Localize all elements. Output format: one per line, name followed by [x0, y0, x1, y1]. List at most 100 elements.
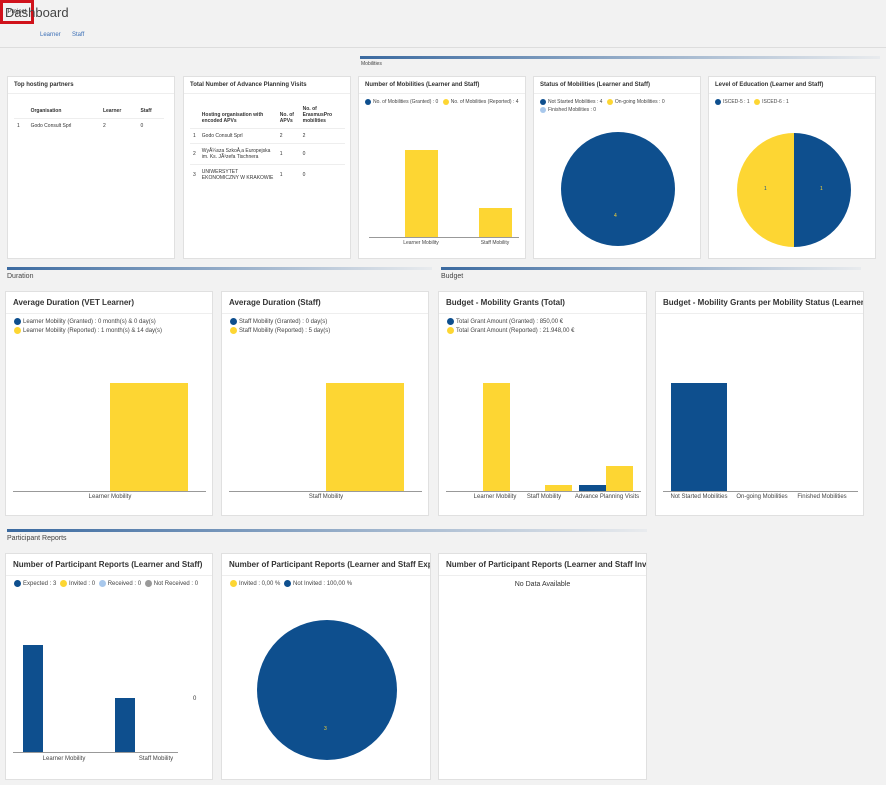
bar-learner-reported[interactable] [483, 383, 510, 491]
table-cell: 1 [14, 118, 28, 133]
table-cell: 3 [190, 164, 199, 185]
legend-entry: Received : 0 [107, 581, 142, 588]
legend-entry: Not Invited : 100,00 % [293, 581, 353, 588]
bar-staff-reported[interactable] [326, 383, 404, 491]
table-row: 2 WyÅ¼sza SzkoÅ‚a Europejska im. Ks. JÃ³… [190, 143, 345, 165]
page-title: Dashboard [5, 5, 69, 20]
pie-slice-label: 4 [614, 213, 617, 219]
apv-table: Hosting organisation with encoded APVs N… [190, 102, 345, 185]
legend-entry: ISCED-6 : 1 [762, 99, 789, 105]
pie-slice-label: 3 [324, 726, 327, 732]
x-axis [13, 752, 178, 753]
number-of-mobilities-card: Number of Mobilities (Learner and Staff)… [358, 76, 526, 259]
x-axis [663, 491, 858, 492]
legend-dot-yellow [442, 98, 449, 105]
avg-duration-staff-card: Average Duration (Staff) Staff Mobility … [221, 291, 429, 516]
legend-entry: Staff Mobility (Granted) : 0 day(s) [239, 319, 328, 326]
table-cell: 2 [299, 128, 345, 144]
x-tick-label: Staff Mobility [138, 756, 174, 762]
duration-section-title: Duration [7, 273, 34, 280]
participant-reports-section-bar [7, 529, 647, 532]
x-axis [13, 491, 206, 492]
card-title: Number of Mobilities (Learner and Staff) [359, 77, 525, 94]
bar-apv-granted[interactable] [579, 485, 606, 491]
table-cell: 2 [190, 143, 199, 165]
participant-reports-invited-card: Number of Participant Reports (Learner a… [438, 553, 647, 780]
table-cell: 2 [99, 118, 138, 133]
legend-entry: ISCED-5 : 1 [723, 99, 750, 105]
pie-slice-label: 1 [764, 186, 767, 192]
table-cell: Godo Consult Sprl [27, 118, 100, 133]
col-header: Staff [140, 108, 152, 114]
tab-staff[interactable]: Staff [72, 32, 85, 38]
table-cell: UNIWERSYTET EKONOMICZNY W KRAKOWIE [198, 164, 277, 185]
bar-not-started[interactable] [671, 383, 727, 491]
chart-legend: Learner Mobility (Granted) : 0 month(s) … [14, 318, 162, 336]
x-tick-label: Learner Mobility [42, 756, 86, 762]
table-cell: 0 [299, 164, 345, 185]
table-cell: WyÅ¼sza SzkoÅ‚a Europejska im. Ks. JÃ³ze… [198, 143, 277, 165]
legend-dot-blue [365, 98, 371, 105]
top-hosting-partners-card: Top hosting partners Organisation Learne… [7, 76, 175, 259]
legend-entry: No. of Mobilities (Reported) : 4 [450, 99, 519, 105]
tab-project[interactable]: Project [0, 0, 34, 24]
legend-dot-blue [14, 580, 21, 587]
budget-section-bar [441, 267, 861, 270]
legend-entry: Learner Mobility (Reported) : 1 month(s)… [23, 328, 163, 335]
pie-slice-not-invited[interactable] [257, 620, 397, 760]
tab-learner[interactable]: Learner [40, 32, 61, 38]
x-axis [446, 491, 641, 492]
legend-dot-yellow [230, 327, 237, 335]
legend-dot-blue [230, 318, 237, 325]
card-title: Number of Participant Reports (Learner a… [6, 554, 212, 576]
card-title: Number of Participant Reports (Learner a… [439, 554, 646, 576]
col-header: Organisation [30, 108, 62, 114]
pie-slice-isced6[interactable] [737, 133, 794, 247]
duration-section-bar [7, 267, 432, 270]
bar-apv-reported[interactable] [606, 466, 633, 491]
legend-dot-light-blue [98, 580, 106, 587]
pie-slice-label: 1 [820, 186, 823, 192]
card-title: Average Duration (VET Learner) [6, 292, 212, 314]
bar-staff-expected[interactable] [115, 698, 135, 752]
bar-learner-reported[interactable] [110, 383, 188, 491]
budget-total-card: Budget - Mobility Grants (Total) Total G… [438, 291, 647, 516]
legend-dot-grey [144, 580, 152, 587]
bar-staff-reported[interactable] [545, 485, 572, 491]
card-title: Total Number of Advance Planning Visits [184, 77, 350, 94]
status-of-mobilities-card: Status of Mobilities (Learner and Staff)… [533, 76, 701, 259]
legend-entry: Expected : 3 [23, 581, 57, 588]
tab-divider [0, 47, 886, 48]
top-hosting-table: Organisation Learner Staff 1 Godo Consul… [14, 104, 164, 133]
pie-slice-not-started[interactable] [561, 132, 675, 246]
table-cell: 2 [276, 128, 300, 144]
pie-slice-isced5[interactable] [794, 133, 851, 247]
mobilities-section-title: Mobilities [361, 61, 382, 67]
chart-legend: Not Started Mobilities : 4 On-going Mobi… [540, 98, 695, 114]
legend-dot-blue [715, 98, 721, 105]
no-data-message: No Data Available [514, 581, 571, 588]
col-header [190, 102, 199, 129]
col-header [14, 104, 28, 119]
education-pie-chart [737, 133, 851, 247]
bar-learner-expected[interactable] [23, 645, 43, 752]
table-cell: 0 [299, 143, 345, 165]
legend-dot-light-blue [540, 106, 546, 113]
budget-per-status-card: Budget - Mobility Grants per Mobility St… [655, 291, 864, 516]
legend-entry: On-going Mobilities : 0 [614, 99, 665, 105]
x-tick-label: Finished Mobilities [797, 494, 847, 500]
chart-legend: Total Grant Amount (Granted) : 850,00 € … [447, 318, 574, 336]
table-row: 1 Godo Consult Sprl 2 0 [14, 118, 164, 133]
chart-legend: Invited : 0,00 % Not Invited : 100,00 % [230, 580, 352, 589]
bar-learner-reported[interactable] [405, 150, 438, 237]
x-axis [369, 237, 519, 238]
table-row: 1 Godo Consult Sprl 2 2 [190, 128, 345, 144]
legend-dot-blue [284, 580, 292, 587]
col-header: Learner [102, 108, 122, 114]
x-tick-label: Advance Planning Visits [574, 494, 640, 500]
legend-dot-yellow [606, 98, 613, 105]
legend-entry: Invited : 0 [69, 581, 96, 588]
legend-dot-yellow [447, 327, 454, 335]
card-title: Status of Mobilities (Learner and Staff) [534, 77, 700, 94]
bar-staff-reported[interactable] [479, 208, 512, 237]
